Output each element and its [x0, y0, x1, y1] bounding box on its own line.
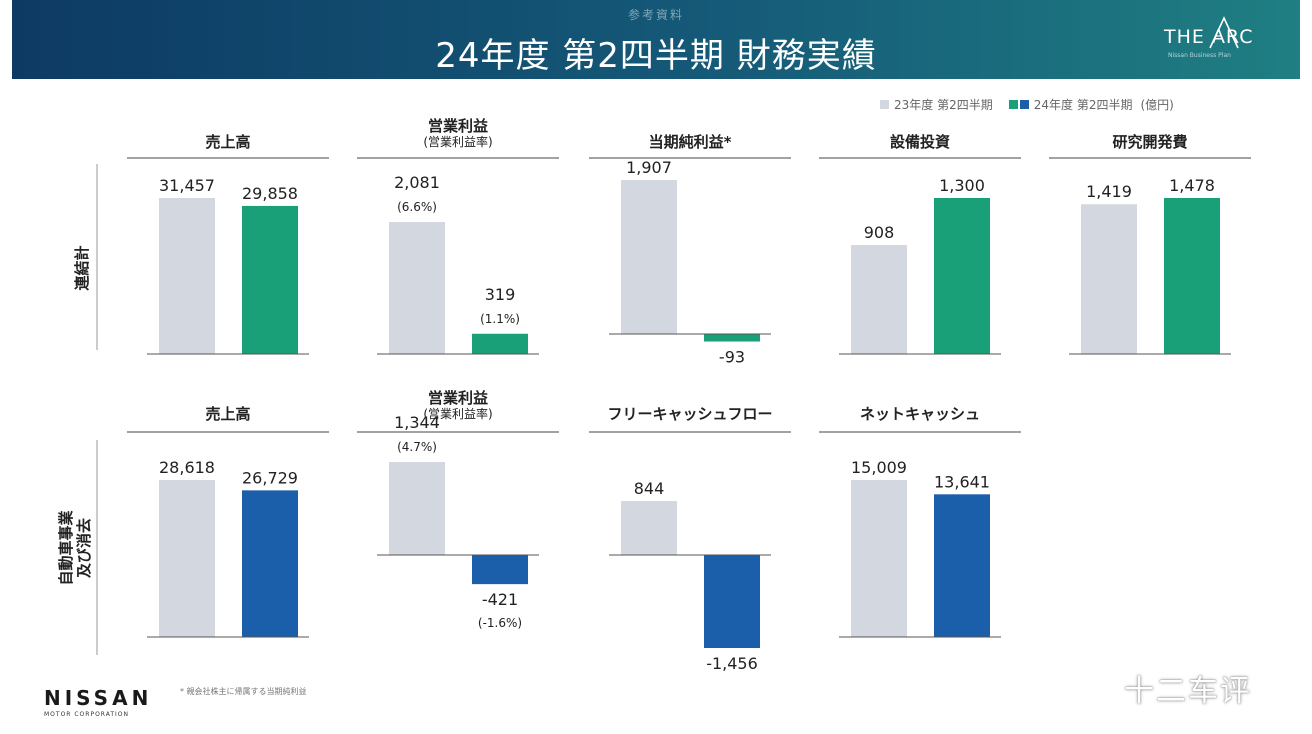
- data-label: 28,618: [159, 458, 215, 477]
- bar-fy23: [159, 198, 215, 354]
- chart-title: 売上高: [205, 405, 250, 423]
- data-label: 1,907: [626, 158, 672, 177]
- bar-fy24: [472, 555, 528, 585]
- data-label: 29,858: [242, 184, 298, 203]
- data-label: 26,729: [242, 468, 298, 487]
- header-banner: 参考資料 24年度 第2四半期 財務実績 THE ARC Nissan Busi…: [12, 0, 1300, 79]
- watermark: 十二车评: [1124, 674, 1252, 709]
- nissan-logo: NISSAN MOTOR CORPORATION: [44, 686, 152, 718]
- bar-fy24: [1164, 198, 1220, 354]
- bar-fy24: [242, 205, 298, 354]
- data-sublabel: (4.7%): [397, 440, 437, 454]
- bar-fy23: [851, 245, 907, 354]
- bar-fy23: [851, 480, 907, 637]
- data-label: 15,009: [851, 458, 907, 477]
- the-arc-logo: THE ARC Nissan Business Plan: [1164, 12, 1286, 64]
- header-subtitle: 参考資料: [627, 8, 684, 22]
- row-label-auto-line2: 及び消去: [75, 518, 93, 578]
- data-label: -1,456: [706, 654, 758, 673]
- chart-title: 売上高: [205, 133, 250, 151]
- data-label: 31,457: [159, 176, 215, 195]
- data-label: 2,081: [394, 173, 440, 192]
- footnote: * 親会社株主に帰属する当期純利益: [180, 687, 307, 696]
- bar-fy23: [159, 480, 215, 637]
- logo-tagline: Nissan Business Plan: [1168, 52, 1231, 59]
- chart-title: 営業利益: [428, 117, 488, 135]
- data-sublabel: (1.1%): [480, 312, 520, 326]
- data-label: 13,641: [934, 472, 990, 491]
- data-label: 1,419: [1086, 182, 1132, 201]
- data-sublabel: (-1.6%): [478, 616, 522, 630]
- nissan-wordmark: NISSAN: [44, 686, 153, 710]
- bar-fy24: [242, 490, 298, 637]
- legend-label-23: 23年度 第2四半期: [894, 98, 993, 112]
- chart-subtitle: (営業利益率): [423, 134, 492, 149]
- arc-mark-icon: [1209, 16, 1239, 49]
- data-label: 1,300: [939, 176, 985, 195]
- bar-fy23: [1081, 204, 1137, 354]
- bar-fy24: [934, 198, 990, 354]
- bar-fy24: [934, 494, 990, 637]
- bar-fy24: [704, 334, 760, 342]
- legend-swatch-24-consolidated: [1008, 100, 1018, 109]
- data-sublabel: (6.6%): [397, 200, 437, 214]
- data-label: -93: [719, 348, 745, 367]
- bar-fy23: [621, 180, 677, 334]
- bar-fy23: [389, 462, 445, 555]
- data-label: 1,478: [1169, 176, 1215, 195]
- chart-title: 設備投資: [890, 133, 950, 151]
- page-title: 24年度 第2四半期 財務実績: [435, 36, 877, 76]
- legend-swatch-24-auto: [1019, 100, 1029, 109]
- data-label: 908: [864, 223, 895, 242]
- data-label: 319: [485, 285, 516, 304]
- bar-fy24: [704, 555, 760, 648]
- nissan-tagline: MOTOR CORPORATION: [44, 711, 129, 718]
- chart-title: 研究開発費: [1112, 133, 1187, 151]
- row-label-auto-line1: 自動車事業: [57, 510, 75, 586]
- chart-title: フリーキャッシュフロー: [607, 405, 772, 423]
- data-label: 844: [634, 479, 665, 498]
- legend-unit: (億円): [1140, 98, 1174, 112]
- chart-subtitle: (営業利益率): [423, 406, 492, 421]
- bar-fy24: [472, 333, 528, 354]
- data-label: 1,344: [394, 413, 440, 432]
- legend-label-24: 24年度 第2四半期: [1033, 98, 1133, 112]
- chart-title: 営業利益: [428, 389, 488, 407]
- logo-wordmark: THE ARC: [1164, 26, 1254, 48]
- data-label: -421: [482, 590, 518, 609]
- chart-legend: 23年度 第2四半期 24年度 第2四半期 (億円): [880, 96, 1174, 113]
- chart-title: ネットキャッシュ: [860, 405, 980, 423]
- row-label-consolidated: 連結計: [73, 245, 91, 290]
- bar-fy23: [389, 222, 445, 354]
- bar-fy23: [621, 501, 677, 555]
- chart-title: 当期純利益*: [649, 133, 732, 151]
- legend-swatch-23: [880, 100, 889, 109]
